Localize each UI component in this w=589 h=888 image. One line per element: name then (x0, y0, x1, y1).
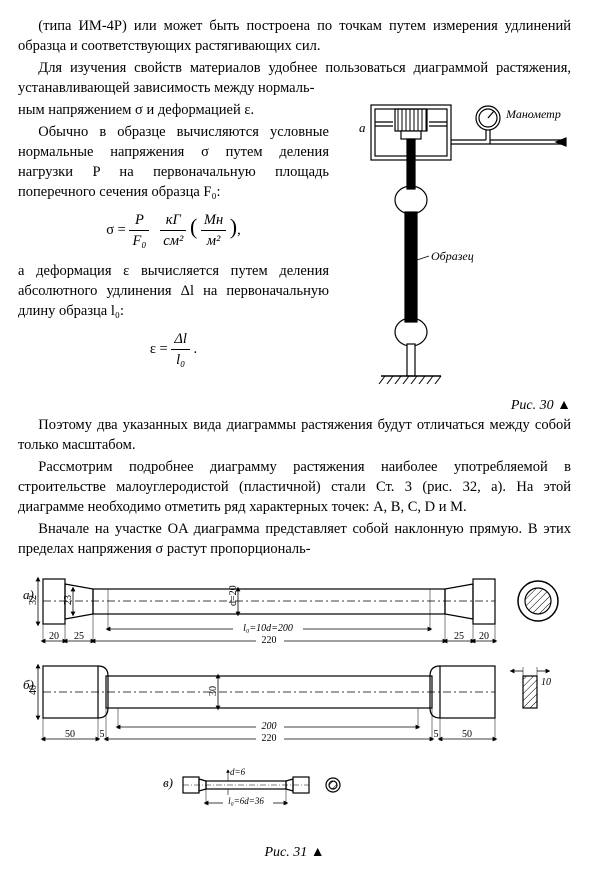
figure-31-caption: Рис. 31 ▲ (18, 843, 571, 862)
para-4: а деформация ε вычисляется путем деления… (18, 261, 329, 321)
para-5: Поэтому два указанных вида диаграммы рас… (18, 415, 571, 455)
svg-text:50: 50 (462, 729, 472, 740)
svg-text:10: 10 (541, 677, 551, 688)
para-2a: Для изучения свойств материалов удобнее … (18, 58, 571, 98)
svg-text:50: 50 (65, 729, 75, 740)
svg-text:Манометр: Манометр (505, 107, 561, 121)
svg-text:32: 32 (28, 595, 39, 605)
svg-text:220: 220 (262, 635, 277, 646)
para-3: Обычно в образце вычисляются условные но… (18, 122, 329, 202)
figure-31: а) 32 23 d=20 l₀=10d=200 220 (18, 569, 571, 839)
para-6: Рассмотрим подробнее диаграмму растяжени… (18, 457, 571, 517)
svg-text:d=20: d=20 (228, 586, 239, 607)
svg-text:25: 25 (454, 631, 464, 642)
svg-text:а: а (359, 120, 366, 135)
svg-text:23: 23 (63, 595, 74, 605)
svg-text:30: 30 (208, 686, 219, 696)
para-1: (типа ИМ-4Р) или может быть построена по… (18, 16, 571, 56)
svg-text:l₀=6d=36: l₀=6d=36 (228, 796, 264, 806)
formula-epsilon: ε = Δll₀ . (18, 329, 329, 370)
svg-text:d=6: d=6 (230, 767, 246, 777)
para-2b: ным напряжением σ и деформацией ε. (18, 100, 329, 120)
svg-text:5: 5 (434, 729, 439, 740)
svg-text:Образец: Образец (431, 249, 474, 263)
figure-30-caption: Рис. 30 ▲ (341, 396, 571, 415)
svg-text:20: 20 (49, 631, 59, 642)
svg-text:l₀=10d=200: l₀=10d=200 (243, 623, 293, 634)
figure-30: а Манометр Образец (341, 100, 571, 390)
svg-text:в): в) (163, 775, 173, 790)
svg-text:5: 5 (100, 729, 105, 740)
formula-sigma: σ = PF₀ кГсм² ( Мнм² ), (18, 210, 329, 251)
svg-text:20: 20 (479, 631, 489, 642)
svg-text:220: 220 (262, 733, 277, 744)
para-7: Вначале на участке OA диаграмма представ… (18, 519, 571, 559)
svg-text:40: 40 (28, 685, 39, 695)
svg-text:200: 200 (262, 721, 277, 732)
svg-text:25: 25 (74, 631, 84, 642)
